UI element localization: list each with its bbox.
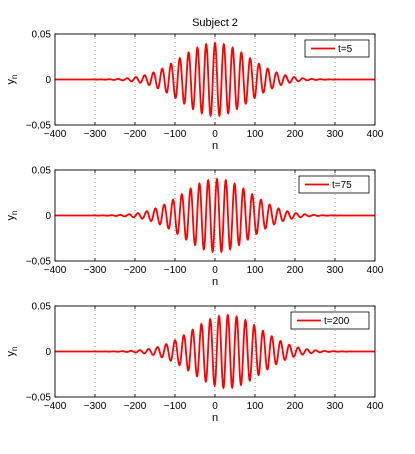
x-tick-label: −300 [84,401,107,412]
legend-box [290,311,370,330]
x-tick-label: −300 [84,129,107,140]
x-tick-label: 100 [247,129,264,140]
y-axis-label: yn [5,347,19,357]
x-tick-label: −200 [124,401,147,412]
chart-panel-3: −400 −300 −200 −100 0 100 200 300 400 −0.05 0 0.05 n… [5,302,384,425]
x-tick-label: −100 [164,401,187,412]
y-tick-label: −0.05 [26,393,52,404]
x-axis-label: n [212,412,218,424]
x-tick-label: 300 [327,265,344,276]
y-tick-label: 0.05 [32,302,52,313]
x-tick-label: 0 [212,129,218,140]
x-tick-label: −200 [124,265,147,276]
y-axis-label: yn [5,75,19,85]
x-axis-label: n [212,140,218,152]
legend-box [304,39,370,58]
x-tick-label: 200 [287,129,304,140]
y-tick-label: 0 [45,75,51,86]
x-tick-label: −100 [164,129,187,140]
y-tick-label: −0.05 [26,257,52,268]
y-tick-label: 0 [45,211,51,222]
axes-box [54,305,376,398]
x-tick-label: −400 [44,129,67,140]
x-axis-label: n [212,276,218,288]
x-tick-label: −400 [44,265,67,276]
legend-label: t=200 [324,316,350,327]
x-tick-label: 400 [367,265,384,276]
x-tick-label: 200 [287,265,304,276]
axes-box [54,169,376,262]
legend: t=5 [304,39,370,58]
axes-box [54,33,376,126]
x-tick-label: 300 [327,129,344,140]
legend-label: t=5 [338,44,353,55]
x-tick-label: 300 [327,401,344,412]
y-tick-label: 0.05 [32,30,52,41]
x-tick-label: −200 [124,129,147,140]
x-tick-label: 0 [212,401,218,412]
legend-label: t=75 [332,180,352,191]
y-tick-label: −0.05 [26,121,52,132]
x-tick-label: 400 [367,401,384,412]
series-line [55,177,375,254]
figure-title: Subject 2 [192,17,238,29]
y-axis-label: yn [5,211,19,221]
legend: t=75 [298,175,370,194]
series-line [55,313,375,390]
x-tick-label: 100 [247,401,264,412]
y-tick-label: 0 [45,347,51,358]
x-tick-label: 0 [212,265,218,276]
x-tick-label: 100 [247,265,264,276]
x-tick-label: 200 [287,401,304,412]
x-tick-label: −100 [164,265,187,276]
x-tick-label: −400 [44,401,67,412]
series-line [55,41,375,118]
legend: t=200 [290,311,370,330]
chart-panel-2: −400 −300 −200 −100 0 100 200 300 400 −0.05 0 0.05 n… [5,166,384,289]
x-tick-label: −300 [84,265,107,276]
legend-box [298,175,370,194]
y-tick-label: 0.05 [32,166,52,177]
x-tick-label: 400 [367,129,384,140]
chart-panel-1: −400 −300 −200 −100 0 100 200 300 400 −0.05 0 0.05 n… [5,30,384,153]
